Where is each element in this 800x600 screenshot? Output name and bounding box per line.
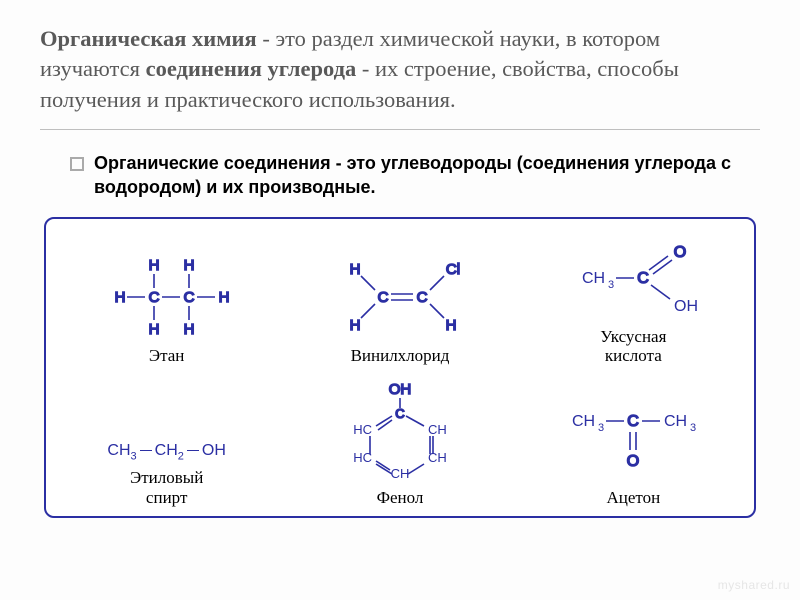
svg-text:3: 3 xyxy=(608,279,614,291)
svg-text:C: C xyxy=(628,413,640,430)
svg-text:HC: HC xyxy=(353,450,372,465)
svg-text:C: C xyxy=(417,289,428,306)
molecule-phenol: OH C CH CH CH HC HC xyxy=(287,382,512,508)
svg-text:C: C xyxy=(148,289,159,306)
svg-text:H: H xyxy=(148,321,159,338)
bullet-text: Органические соединения - это углеводоро… xyxy=(94,152,760,199)
svg-text:C: C xyxy=(638,270,650,287)
structure-ethane: H C C H H H H H xyxy=(102,252,232,340)
svg-text:C: C xyxy=(378,289,389,306)
svg-text:CH: CH xyxy=(582,270,605,287)
svg-text:H: H xyxy=(183,257,194,274)
svg-text:O: O xyxy=(627,453,639,470)
label-acetone: Ацетон xyxy=(606,488,660,508)
molecule-ethanol: CH3CH2OH Этиловый спирт xyxy=(54,382,279,508)
page-title: Органическая химия - это раздел химическ… xyxy=(40,24,760,130)
title-emph-2: соединения углерода xyxy=(146,56,357,81)
svg-text:CH: CH xyxy=(428,422,447,437)
molecule-vinylchloride: C C H H Cl H Винилхлорид xyxy=(287,233,512,366)
molecule-ethane: H C C H H H H H Этан xyxy=(54,233,279,366)
watermark: myshared.ru xyxy=(718,578,790,592)
bullet-item: Органические соединения - это углеводоро… xyxy=(70,152,760,199)
molecule-acetic: CH 3 C O OH Уксусная кислота xyxy=(521,233,746,366)
title-emph-1: Органическая химия xyxy=(40,26,257,51)
label-phenol: Фенол xyxy=(377,488,424,508)
slide: Органическая химия - это раздел химическ… xyxy=(0,0,800,600)
label-acetic: Уксусная кислота xyxy=(600,327,666,366)
svg-text:C: C xyxy=(395,406,404,421)
svg-text:OH: OH xyxy=(674,298,698,315)
svg-text:H: H xyxy=(148,257,159,274)
svg-text:H: H xyxy=(114,289,125,306)
svg-text:CH: CH xyxy=(428,450,447,465)
structure-vinylchloride: C C H H Cl H xyxy=(325,252,475,340)
svg-text:H: H xyxy=(350,261,361,278)
svg-text:CH: CH xyxy=(664,413,687,430)
svg-text:HC: HC xyxy=(353,422,372,437)
bullet-icon xyxy=(70,157,84,171)
svg-text:3: 3 xyxy=(598,422,604,434)
svg-text:Cl: Cl xyxy=(446,261,460,278)
label-vinylchloride: Винилхлорид xyxy=(351,346,450,366)
label-ethanol: Этиловый спирт xyxy=(130,468,203,507)
svg-text:CH: CH xyxy=(572,413,595,430)
structure-ethanol: CH3CH2OH xyxy=(107,440,225,462)
svg-text:3: 3 xyxy=(690,422,696,434)
molecule-acetone: CH 3 C CH 3 O Ацетон xyxy=(521,382,746,508)
structure-acetone: CH 3 C CH 3 O xyxy=(548,392,718,482)
svg-text:H: H xyxy=(350,317,361,334)
structure-acetic: CH 3 C O OH xyxy=(548,233,718,321)
svg-text:CH: CH xyxy=(391,466,410,481)
svg-text:H: H xyxy=(446,317,457,334)
svg-text:O: O xyxy=(674,244,686,261)
structure-phenol: OH C CH CH CH HC HC xyxy=(340,382,460,482)
label-ethane: Этан xyxy=(149,346,185,366)
svg-text:H: H xyxy=(218,289,229,306)
svg-text:C: C xyxy=(183,289,194,306)
svg-text:H: H xyxy=(183,321,194,338)
svg-text:OH: OH xyxy=(389,382,412,398)
molecule-panel: H C C H H H H H Этан C xyxy=(44,217,756,518)
